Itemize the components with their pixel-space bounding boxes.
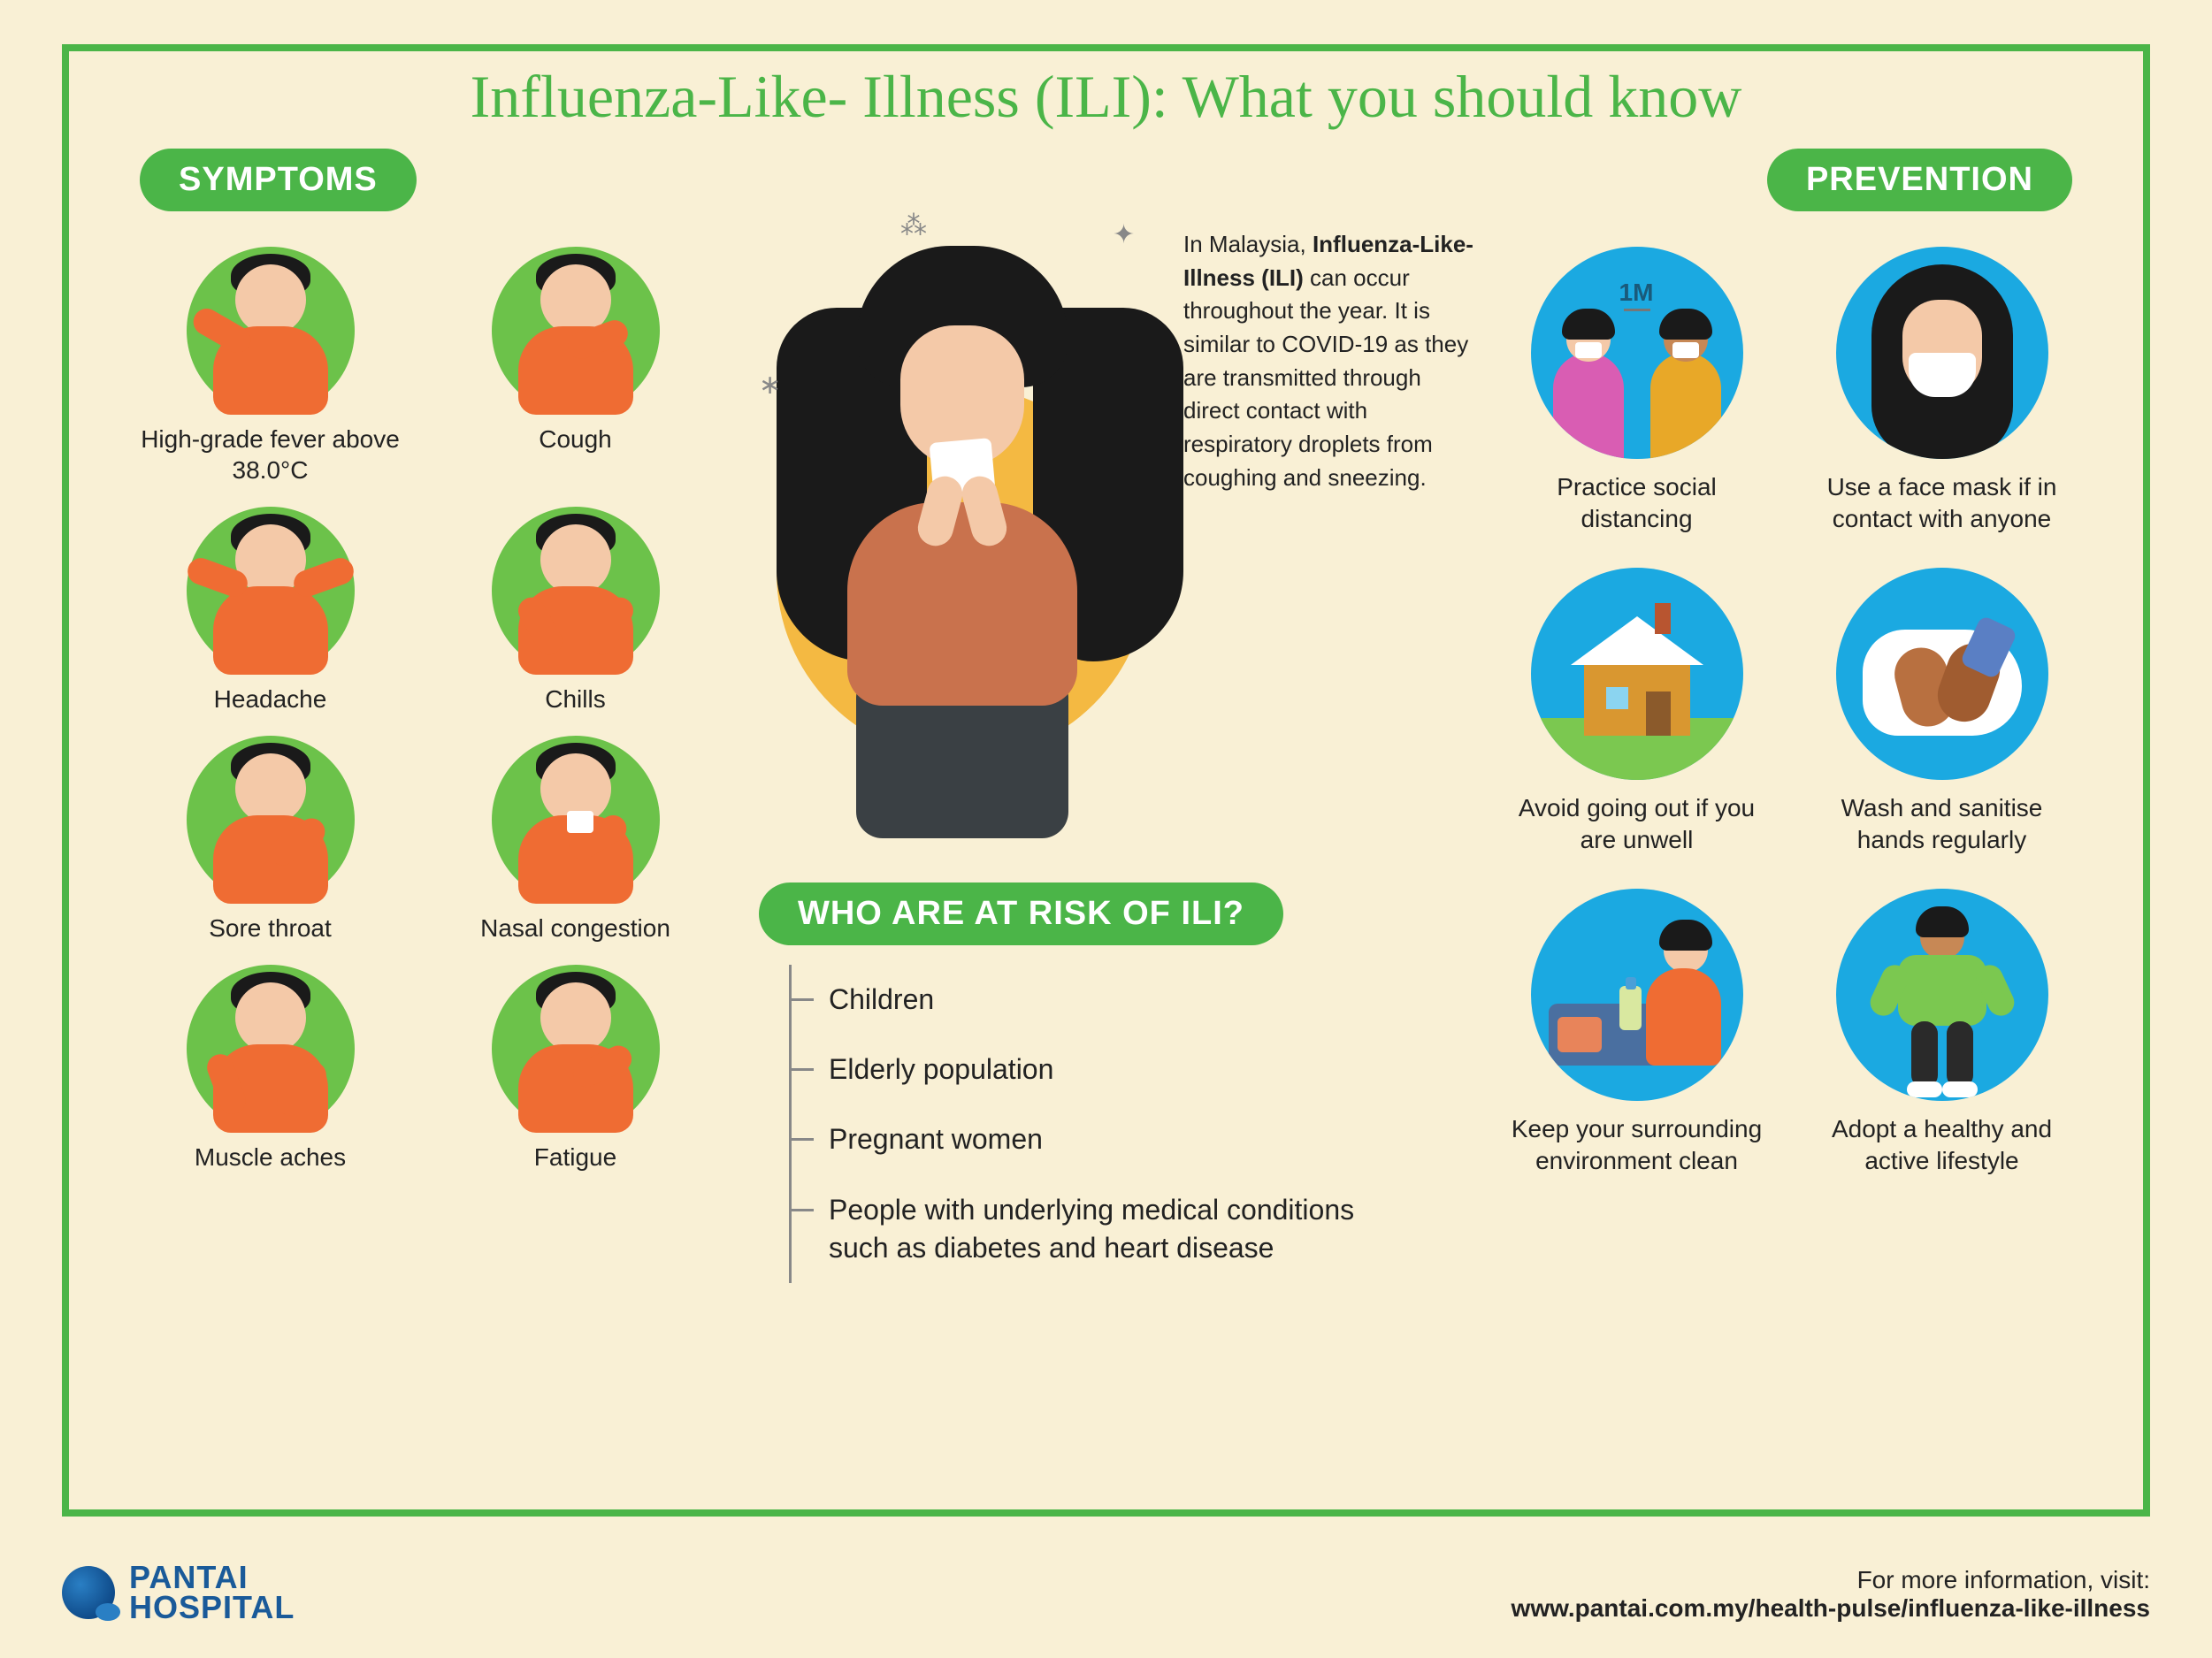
cough-icon <box>492 247 660 415</box>
symptom-label: Sore throat <box>140 913 401 944</box>
mask-icon <box>1836 247 2048 459</box>
footer-url: www.pantai.com.my/health-pulse/influenza… <box>1512 1594 2150 1623</box>
chills-icon <box>492 507 660 675</box>
risk-list: Children Elderly population Pregnant wom… <box>789 965 1405 1283</box>
prev-label: Keep your surrounding environment clean <box>1506 1113 1767 1178</box>
symptom-label: Chills <box>445 684 706 714</box>
intro-paragraph: In Malaysia, Influenza-Like- Illness (IL… <box>1183 228 1475 495</box>
center-illustration: ⁂ ✦ ∗ In Malaysia, Influenza-Like- Illne… <box>741 210 1466 847</box>
headache-icon <box>187 507 355 675</box>
prev-label: Adopt a healthy and active lifestyle <box>1811 1113 2072 1178</box>
symptom-label: Fatigue <box>445 1142 706 1173</box>
hospital-logo: PANTAI HOSPITAL <box>62 1562 295 1623</box>
risk-item: Pregnant women <box>792 1104 1405 1174</box>
sore-throat-icon <box>187 736 355 904</box>
symptom-label: Cough <box>445 424 706 455</box>
footer-info: For more information, visit: www.pantai.… <box>1512 1566 2150 1623</box>
symptoms-grid: High-grade fever above 38.0°C Cough Head… <box>140 247 706 1173</box>
distancing-icon: 1M <box>1531 247 1743 459</box>
symptom-cough: Cough <box>445 247 706 485</box>
risk-heading: WHO ARE AT RISK OF ILI? <box>759 882 1283 945</box>
symptom-muscle: Muscle aches <box>140 965 401 1173</box>
prev-label: Use a face mask if in contact with anyon… <box>1811 471 2072 536</box>
lifestyle-icon <box>1836 889 2048 1101</box>
symptoms-section: SYMPTOMS High-grade fever above 38.0°C C… <box>140 149 706 1173</box>
prev-label: Practice social distancing <box>1506 471 1767 536</box>
logo-line1: PANTAI <box>129 1562 295 1593</box>
symptom-label: High-grade fever above 38.0°C <box>140 424 401 485</box>
muscle-icon <box>187 965 355 1133</box>
prev-label: Wash and sanitise hands regularly <box>1811 792 2072 857</box>
symptom-headache: Headache <box>140 507 401 714</box>
symptom-fever: High-grade fever above 38.0°C <box>140 247 401 485</box>
symptom-fatigue: Fatigue <box>445 965 706 1173</box>
distance-label: 1M <box>1619 279 1654 307</box>
prevention-heading: PREVENTION <box>1767 149 2072 211</box>
prevention-grid: 1M Practice social distancing <box>1506 247 2072 1177</box>
prev-stay-home: Avoid going out if you are unwell <box>1506 568 1767 857</box>
symptom-label: Headache <box>140 684 401 714</box>
intro-prefix: In Malaysia, <box>1183 231 1313 257</box>
risk-section: WHO ARE AT RISK OF ILI? Children Elderly… <box>759 882 1405 1283</box>
wash-hands-icon <box>1836 568 2048 780</box>
prev-label: Avoid going out if you are unwell <box>1506 792 1767 857</box>
symptoms-heading: SYMPTOMS <box>140 149 417 211</box>
symptom-chills: Chills <box>445 507 706 714</box>
symptom-nasal: Nasal congestion <box>445 736 706 944</box>
sick-woman-icon <box>803 237 1157 838</box>
symptom-sore-throat: Sore throat <box>140 736 401 944</box>
clean-icon <box>1531 889 1743 1101</box>
intro-rest: can occur throughout the year. It is sim… <box>1183 264 1468 491</box>
nasal-icon <box>492 736 660 904</box>
footer-info-label: For more information, visit: <box>1512 1566 2150 1594</box>
fever-icon <box>187 247 355 415</box>
risk-item: Children <box>792 965 1405 1035</box>
house-icon <box>1531 568 1743 780</box>
prev-wash: Wash and sanitise hands regularly <box>1811 568 2072 857</box>
infographic-title: Influenza-Like- Illness (ILI): What you … <box>69 62 2143 132</box>
risk-item: People with underlying medical condition… <box>792 1175 1405 1283</box>
symptom-label: Muscle aches <box>140 1142 401 1173</box>
symptom-label: Nasal congestion <box>445 913 706 944</box>
prev-distancing: 1M Practice social distancing <box>1506 247 1767 536</box>
content-frame: Influenza-Like- Illness (ILI): What you … <box>62 44 2150 1517</box>
prev-mask: Use a face mask if in contact with anyon… <box>1811 247 2072 536</box>
prev-clean: Keep your surrounding environment clean <box>1506 889 1767 1178</box>
logo-line2: HOSPITAL <box>129 1593 295 1623</box>
prev-lifestyle: Adopt a healthy and active lifestyle <box>1811 889 2072 1178</box>
footer: PANTAI HOSPITAL For more information, vi… <box>62 1562 2150 1623</box>
prevention-section: PREVENTION 1M Practice social distancing <box>1506 149 2072 1177</box>
logo-mark-icon <box>62 1566 115 1619</box>
fatigue-icon <box>492 965 660 1133</box>
risk-item: Elderly population <box>792 1035 1405 1104</box>
